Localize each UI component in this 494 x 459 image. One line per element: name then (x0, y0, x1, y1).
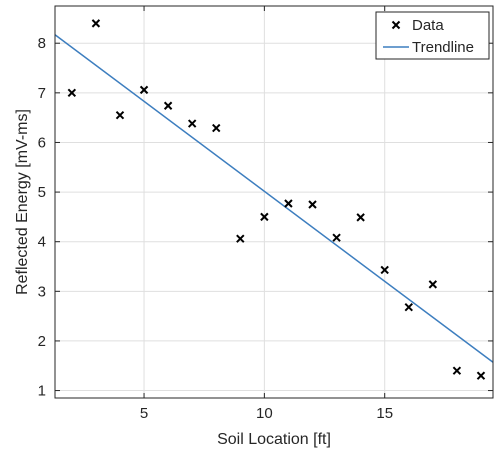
y-tick-label: 7 (38, 85, 46, 102)
y-tick-label: 1 (38, 383, 46, 400)
legend-label-data: Data (412, 17, 444, 34)
data-point-stroke (356, 213, 365, 222)
y-tick-label: 2 (38, 333, 46, 350)
data-point (404, 302, 413, 312)
data-point-stroke (452, 366, 462, 375)
data-point-stroke (67, 88, 77, 98)
legend-marker-stroke (391, 20, 401, 30)
data-point (428, 280, 438, 289)
data-point (212, 123, 221, 133)
data-point-stroke (476, 371, 486, 380)
data-point (187, 119, 197, 128)
data-point (284, 199, 293, 208)
data-point (115, 110, 125, 120)
data-point (91, 19, 101, 28)
plot-series (54, 19, 494, 380)
data-point-stroke (404, 302, 413, 312)
x-axis-label: Soil Location [ft] (217, 431, 331, 448)
x-tick-label: 15 (376, 405, 393, 422)
legend-box (375, 11, 490, 60)
legend: Data Trendline (375, 11, 490, 60)
data-point (139, 85, 149, 95)
data-point (67, 88, 77, 98)
data-point-stroke (187, 119, 197, 128)
data-point-stroke (139, 85, 149, 95)
grid (55, 6, 493, 398)
trendline (54, 34, 494, 363)
data-point (236, 234, 245, 243)
legend-marker-data (391, 20, 401, 30)
data-point (308, 200, 317, 209)
y-tick-label: 8 (38, 35, 46, 52)
data-point (356, 213, 365, 222)
legend-label-trendline: Trendline (412, 39, 474, 56)
data-point-stroke (260, 212, 269, 222)
y-tick-label: 5 (38, 184, 46, 201)
data-point-stroke (212, 123, 221, 133)
data-point-stroke (284, 199, 293, 208)
y-tick-label: 6 (38, 134, 46, 151)
data-point-stroke (332, 233, 341, 242)
data-point (380, 265, 389, 275)
plot-frame (54, 5, 494, 399)
data-point (476, 371, 486, 380)
data-point-stroke (115, 110, 125, 120)
data-point-stroke (428, 280, 438, 289)
y-tick-label: 3 (38, 283, 46, 300)
data-point (163, 101, 173, 110)
data-point-stroke (91, 19, 101, 28)
y-tick-label: 4 (38, 234, 46, 251)
x-tick-label: 10 (256, 405, 273, 422)
y-axis-label: Reflected Energy [mV-ms] (14, 109, 31, 295)
data-point-stroke (308, 200, 317, 209)
data-point-stroke (163, 101, 173, 110)
data-point (260, 212, 269, 222)
axis-ticks: 5 10 15 1 2 3 4 5 6 7 8 (38, 6, 493, 422)
data-point-stroke (380, 265, 389, 275)
data-point (452, 366, 462, 375)
data-point (332, 233, 341, 242)
x-tick-label: 5 (140, 405, 148, 422)
data-point-stroke (236, 234, 245, 243)
